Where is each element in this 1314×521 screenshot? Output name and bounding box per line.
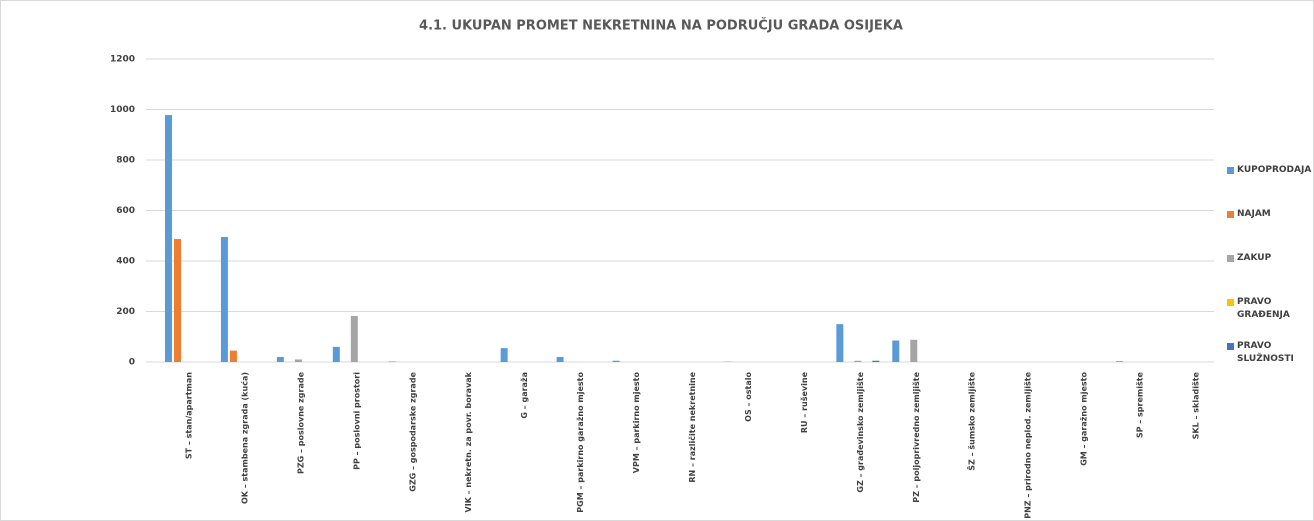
bar — [388, 361, 396, 362]
legend-label: PRAVO GRAĐENJA — [1237, 297, 1290, 320]
legend-swatch — [1227, 167, 1234, 174]
bar — [332, 346, 340, 362]
legend-label: ZAKUP — [1237, 253, 1272, 263]
bar — [164, 115, 172, 363]
bar — [276, 356, 284, 362]
y-tick-label: 200 — [116, 307, 135, 317]
x-tick-label: VIK – nekretn. za povr. boravak — [464, 371, 473, 512]
bar — [854, 360, 862, 362]
x-tick-label: SKL – skladište — [1191, 371, 1201, 439]
x-tick-label: OK – stambena zgrada (kuća) — [239, 372, 249, 504]
x-tick-label: SP – spremište — [1135, 371, 1145, 438]
x-tick-label: VPM – parkirno mjesto — [632, 372, 641, 474]
bar — [836, 324, 844, 362]
x-tick-label: RU – ruševine — [799, 371, 809, 433]
bar — [220, 237, 228, 362]
x-tick-label: PNZ – prirodno neplod. zemljište — [1023, 371, 1033, 518]
x-tick-label: PZ – poljoprivredno zemljište — [911, 371, 921, 502]
bar — [229, 350, 237, 362]
y-tick-label: 1200 — [110, 55, 135, 65]
legend-swatch — [1227, 211, 1234, 218]
y-tick-label: 0 — [129, 358, 135, 368]
y-tick-label: 600 — [116, 206, 135, 216]
x-tick-label: GZ – građevinsko zemljište — [855, 371, 865, 492]
x-tick-label: RN – različite nekretnine — [687, 371, 697, 482]
bar — [612, 360, 620, 362]
bar — [500, 348, 508, 362]
legend-label: NAJAM — [1237, 209, 1271, 219]
bar — [872, 360, 880, 362]
legend-swatch — [1227, 299, 1234, 306]
legend-label: KUPOPRODAJA — [1237, 165, 1312, 175]
legend-swatch — [1227, 255, 1234, 262]
bar — [173, 239, 181, 362]
bar — [294, 359, 302, 362]
x-tick-label: G – garaža — [520, 372, 529, 419]
legend-swatch — [1227, 343, 1234, 350]
bar — [892, 340, 900, 362]
bar — [1116, 361, 1124, 362]
y-tick-label: 800 — [116, 156, 135, 166]
legend-label: PRAVO SLUŽNOSTI — [1237, 341, 1294, 364]
x-tick-label: PP – poslovni prostori — [352, 372, 361, 470]
x-tick-label: ŠZ – šumsko zemljište — [966, 371, 977, 470]
bar — [556, 356, 564, 362]
x-tick-label: ST – stan/apartman — [184, 372, 193, 459]
x-tick-label: GZG – gospodarske zgrade — [408, 371, 417, 491]
x-tick-label: PGM – parkirno garažno mjesto — [576, 371, 585, 512]
x-tick-label: GM – garažno mjesto — [1080, 372, 1089, 466]
chart-title: 4.1. UKUPAN PROMET NEKRETNINA NA PODRUČJ… — [419, 18, 903, 34]
bar — [910, 339, 918, 362]
x-tick-label: PZG – poslovne zgrade — [296, 371, 305, 474]
y-tick-label: 1000 — [110, 105, 135, 115]
x-tick-label: OS – ostalo — [744, 372, 753, 422]
bar — [350, 316, 358, 362]
y-tick-label: 400 — [116, 257, 135, 267]
